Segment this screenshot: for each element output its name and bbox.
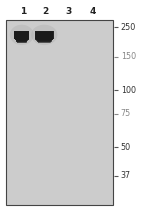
Bar: [6, 20, 113, 205]
FancyBboxPatch shape: [16, 34, 27, 42]
Text: 75: 75: [121, 109, 131, 118]
FancyBboxPatch shape: [38, 35, 50, 43]
FancyBboxPatch shape: [16, 33, 27, 42]
Ellipse shape: [10, 25, 34, 45]
FancyBboxPatch shape: [16, 33, 28, 41]
FancyBboxPatch shape: [36, 33, 52, 41]
Ellipse shape: [31, 25, 57, 45]
Text: 150: 150: [121, 52, 136, 61]
Text: 37: 37: [121, 171, 131, 180]
FancyBboxPatch shape: [17, 35, 26, 43]
FancyBboxPatch shape: [35, 31, 54, 39]
Text: 250: 250: [121, 23, 136, 32]
Text: 3: 3: [66, 7, 72, 16]
FancyBboxPatch shape: [37, 33, 52, 42]
FancyBboxPatch shape: [36, 32, 53, 40]
FancyBboxPatch shape: [15, 32, 28, 40]
FancyBboxPatch shape: [14, 31, 29, 39]
FancyBboxPatch shape: [35, 31, 53, 40]
FancyBboxPatch shape: [38, 35, 51, 43]
FancyBboxPatch shape: [17, 35, 27, 43]
Text: 4: 4: [89, 7, 95, 16]
FancyBboxPatch shape: [15, 31, 29, 40]
Text: 100: 100: [121, 86, 136, 95]
Text: 50: 50: [121, 143, 131, 152]
Text: 1: 1: [20, 7, 26, 16]
Text: 2: 2: [42, 7, 48, 16]
FancyBboxPatch shape: [37, 34, 51, 42]
